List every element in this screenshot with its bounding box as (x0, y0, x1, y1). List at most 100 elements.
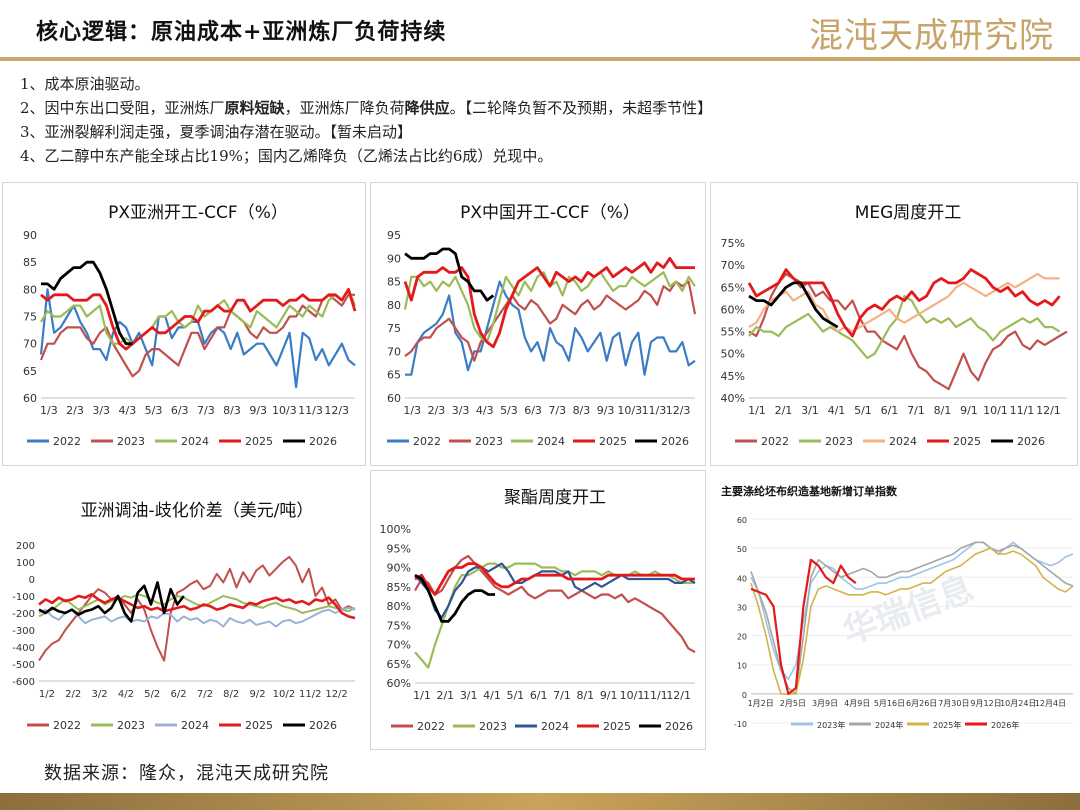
legend-label: 2022 (53, 719, 81, 732)
series-line-2022 (405, 280, 696, 376)
x-tick-label: 7月30日 (938, 699, 969, 708)
y-tick-label: 85% (387, 581, 411, 594)
bullet-4: 4、乙二醇中东产能全球占比19%；国内乙烯降负（乙烯法占比约6成）兑现中。 (20, 147, 553, 165)
y-tick-label: 80 (23, 283, 37, 296)
series-line-2025 (403, 256, 695, 349)
x-tick-label: 11/1 (1010, 404, 1035, 417)
legend-label: 2024 (889, 435, 917, 448)
series-line-2026 (414, 573, 495, 623)
x-tick-label: 9/3 (249, 404, 267, 417)
y-tick-label: 70% (387, 639, 411, 652)
y-tick-label: 60% (387, 677, 411, 690)
header: 核心逻辑：原油成本+亚洲炼厂负荷持续 混沌天成研究院 (0, 0, 1080, 62)
chart-title: 主要涤纶坯布织造基地新增订单指数 (721, 484, 898, 498)
y-tick-label: -200 (12, 609, 35, 620)
x-tick-label: 3/1 (801, 404, 819, 417)
x-tick-label: 5/3 (145, 404, 163, 417)
y-tick-label: 90% (387, 562, 411, 575)
x-tick-label: 11/2 (299, 689, 321, 700)
y-tick-label: 30 (737, 603, 747, 612)
x-tick-label: 1/1 (413, 689, 431, 702)
x-tick-label: 9月12日 (970, 699, 1001, 708)
y-tick-label: 95% (387, 542, 411, 555)
x-tick-label: 3/3 (92, 404, 110, 417)
x-tick-label: 3/2 (92, 689, 108, 700)
x-tick-label: 5/3 (500, 404, 518, 417)
x-tick-label: 12/3 (666, 404, 691, 417)
y-tick-label: 75% (721, 237, 745, 250)
legend-label: 2025 (603, 720, 631, 733)
series-line-2026 (38, 581, 185, 623)
y-tick-label: 60% (721, 303, 745, 316)
series-line-2024 (40, 288, 357, 345)
y-tick-label: 40 (737, 574, 747, 583)
x-tick-label: 2/1 (436, 689, 454, 702)
x-tick-label: 11/3 (642, 404, 667, 417)
legend-label: 2025年 (933, 720, 961, 730)
y-tick-label: -500 (12, 660, 35, 671)
legend-label: 2022 (413, 435, 441, 448)
header-divider (0, 57, 1080, 61)
series-line-2026年 (750, 558, 857, 695)
polyester-chart: 聚酯周度开工 60% 65% 70% 75% 80% 85% 90% 95% 100% 1/1 2/1… (380, 488, 696, 733)
legend-label: 2025 (599, 435, 627, 448)
x-tick-label: 10月24日 (1000, 699, 1036, 708)
y-tick-label: 90 (23, 229, 37, 242)
y-tick-label: 65% (721, 281, 745, 294)
watermark-text: 华瑞信息 (837, 569, 978, 653)
legend-label: 2025 (245, 435, 273, 448)
y-tick-label: 0 (742, 691, 747, 700)
x-tick-label: 1月2日 (748, 699, 774, 708)
x-tick-label: 9/1 (960, 404, 978, 417)
y-tick-label: 65% (387, 658, 411, 671)
x-tick-label: 10/3 (272, 404, 297, 417)
legend-label: 2024 (541, 720, 569, 733)
legend-label: 2023 (475, 435, 503, 448)
bullet-1: 1、成本原油驱动。 (20, 75, 150, 93)
x-tick-label: 8/3 (573, 404, 591, 417)
x-tick-label: 6/2 (171, 689, 187, 700)
x-tick-label: 6/1 (881, 404, 899, 417)
y-tick-label: 40% (721, 392, 745, 405)
x-tick-label: 6/3 (524, 404, 542, 417)
x-tick-label: 4/3 (118, 404, 136, 417)
y-tick-label: 75% (387, 619, 411, 632)
x-tick-label: 8/3 (223, 404, 241, 417)
bullet-list: 1、成本原油驱动。 2、因中东出口受阻，亚洲炼厂原料短缺，亚洲炼厂降负荷降供应。… (20, 72, 712, 168)
y-tick-label: 65 (23, 365, 37, 378)
x-tick-label: 10/1 (620, 689, 645, 702)
x-tick-label: 4月9日 (844, 699, 870, 708)
x-tick-label: 6/1 (530, 689, 548, 702)
x-tick-label: 10/2 (273, 689, 295, 700)
y-tick-label: 85 (387, 276, 401, 289)
y-tick-label: -600 (12, 677, 35, 688)
px-asia-chart: PX亚洲开工-CCF（%） 60 65 70 75 80 85 90 1/3 2/3 3/3 4/3 5… (23, 203, 357, 448)
y-tick-label: 50 (737, 545, 747, 554)
series-line-2024年 (750, 541, 1074, 695)
series-line-2026 (41, 260, 133, 346)
series-line-2023 (38, 593, 356, 618)
series-line-2022 (38, 555, 356, 662)
y-tick-label: 100 (16, 558, 35, 569)
chart-title: MEG周度开工 (855, 203, 962, 223)
y-tick-label: 45% (721, 370, 745, 383)
blend-spread-chart: 亚洲调油-歧化价差（美元/吨） -600 -500 -400 -300 -200 -100 0… (12, 501, 356, 732)
x-tick-label: 12/3 (324, 404, 349, 417)
x-tick-label: 4/2 (118, 689, 134, 700)
x-tick-label: 10/3 (617, 404, 642, 417)
series-line-2023 (748, 294, 1061, 360)
x-tick-label: 7/1 (907, 404, 925, 417)
legend-label: 2024 (537, 435, 565, 448)
y-tick-label: -300 (12, 626, 35, 637)
y-tick-label: 100% (380, 523, 411, 536)
y-tick-label: 80 (387, 299, 401, 312)
legend-label: 2024 (181, 719, 209, 732)
x-tick-label: 2/1 (775, 404, 793, 417)
bullet-3: 3、亚洲裂解利润走强，夏季调油存潜在驱动。【暂未启动】 (20, 123, 413, 141)
chart-panel-meg: MEG周度开工 40% 45% 50% 55% 60% 65% 70% 75% 1/1 2/1 3/1… (710, 182, 1078, 466)
legend-label: 2022 (417, 720, 445, 733)
series-line-2024 (748, 272, 1060, 333)
x-tick-label: 7/1 (553, 689, 571, 702)
x-tick-label: 11/1 (643, 689, 668, 702)
x-tick-label: 7/3 (548, 404, 566, 417)
